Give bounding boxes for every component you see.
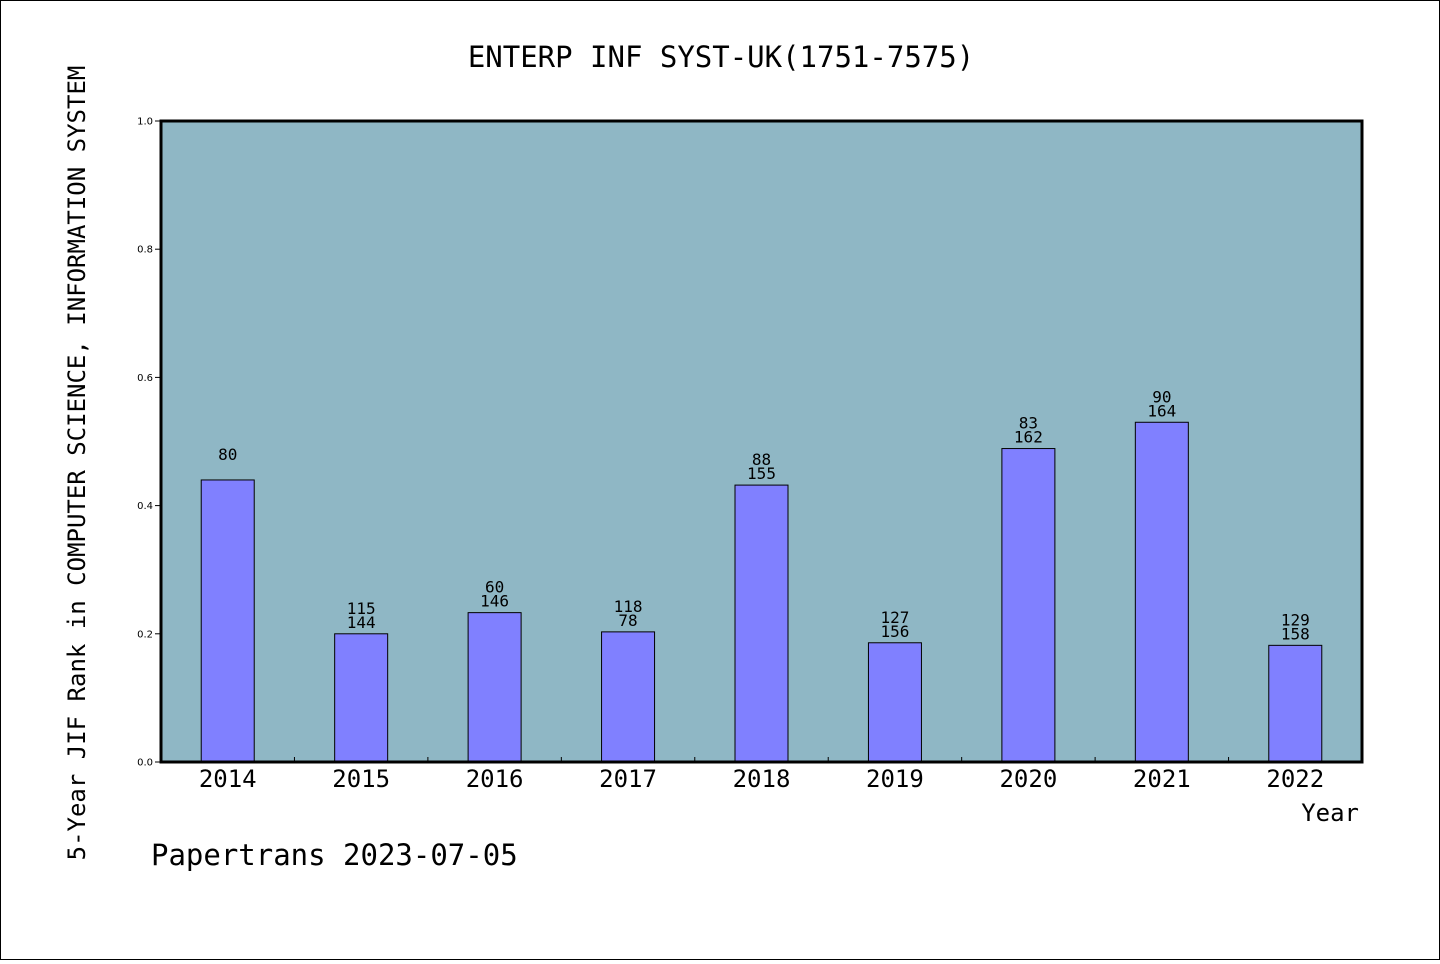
y-tick-label: 0.0 (137, 758, 153, 769)
x-tick-label: 2016 (466, 765, 524, 793)
data-label: 118 (614, 597, 643, 616)
footer-text: Papertrans 2023-07-05 (151, 838, 518, 872)
data-label: 156 (880, 622, 909, 641)
plot-border (159, 119, 1364, 764)
x-tick-label: 2019 (866, 765, 924, 793)
bar-2016 (467, 612, 522, 763)
x-tick-label: 2021 (1133, 765, 1191, 793)
data-label: 146 (480, 592, 509, 611)
data-label: 60 (485, 578, 504, 597)
x-tick-label: 2015 (332, 765, 390, 793)
chart-title: ENTERP INF SYST-UK(1751-7575) (468, 40, 974, 74)
bar-2022 (1268, 644, 1323, 763)
y-tick-label: 0.6 (137, 373, 153, 384)
y-tick-label: 0.4 (137, 501, 153, 512)
bar-2015 (334, 633, 389, 763)
bar-2014 (200, 479, 255, 763)
x-axis-label: Year (1301, 799, 1359, 827)
data-label: 88 (752, 450, 771, 469)
data-label: 162 (1014, 428, 1043, 447)
y-tick-label: 0.2 (137, 629, 153, 640)
x-tick-label: 2018 (733, 765, 791, 793)
bar-2020 (1001, 448, 1056, 763)
data-label: 164 (1147, 401, 1176, 420)
y-axis-label: 5-Year JIF Rank in COMPUTER SCIENCE, INF… (63, 66, 91, 861)
x-tick-label: 2020 (999, 765, 1057, 793)
x-tick-label: 2017 (599, 765, 657, 793)
y-tick-label: 1.0 (137, 117, 153, 128)
bar-2021 (1134, 421, 1189, 763)
y-tick-label: 0.8 (137, 245, 153, 256)
data-label: 129 (1281, 610, 1310, 629)
bar-2019 (867, 642, 922, 763)
data-label: 144 (347, 613, 376, 632)
data-label: 80 (218, 445, 237, 464)
data-label: 83 (1019, 414, 1038, 433)
data-label: 115 (347, 599, 376, 618)
x-tick-label: 2022 (1266, 765, 1324, 793)
bar-2018 (734, 484, 789, 763)
data-label: 158 (1281, 624, 1310, 643)
data-label: 127 (880, 608, 909, 627)
x-tick-label: 2014 (199, 765, 257, 793)
data-label: 90 (1152, 387, 1171, 406)
bar-2017 (601, 631, 656, 763)
data-label: 78 (618, 611, 637, 630)
data-label: 155 (747, 464, 776, 483)
